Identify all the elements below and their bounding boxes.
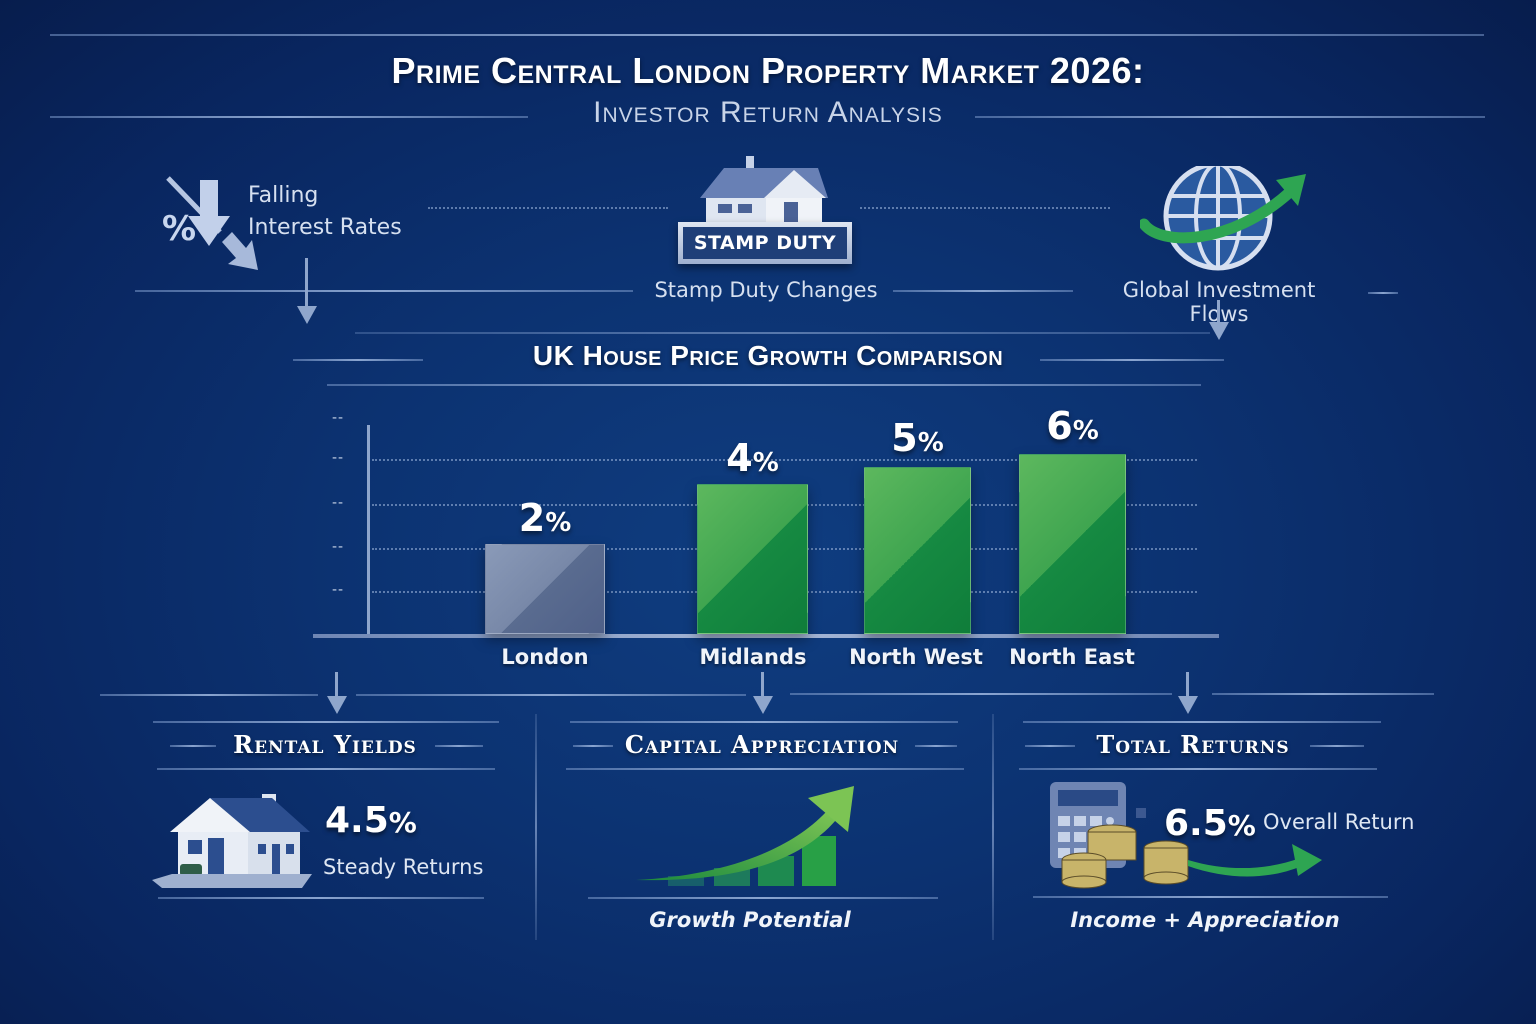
green-return-arrow-icon (1188, 836, 1324, 882)
calculator-coins-icon (1048, 780, 1194, 890)
globe-investment-icon (1138, 161, 1310, 276)
connector-global-stem (1217, 300, 1220, 322)
stamp-duty-rule-right (893, 290, 1073, 292)
connector-capital-arrow-icon (753, 696, 773, 714)
driver-dotted-connector-left (428, 207, 668, 209)
gridline (372, 459, 1197, 461)
subtitle-rule-left (50, 116, 528, 118)
stamp-duty-rule-left (135, 290, 633, 292)
y-tick: -- (332, 450, 345, 466)
header-top-rule (50, 34, 1484, 36)
rental-top-rule (153, 721, 499, 723)
connector-interest-stem (305, 258, 308, 308)
bar-value-north-west: 5% (891, 416, 944, 460)
y-axis (367, 425, 370, 635)
total-returns-title: Total Returns (1096, 730, 1290, 759)
x-axis (313, 634, 1219, 638)
stamp-duty-badge: STAMP DUTY (678, 222, 852, 264)
bar-value-london: 2% (518, 496, 572, 540)
page-subtitle: Investor Return Analysis (593, 96, 943, 129)
rental-title-rule-right (435, 745, 483, 747)
rental-title-underline (157, 768, 495, 770)
bar-london (485, 544, 605, 634)
panels-connector-rule-2 (356, 694, 746, 696)
total-title-rule-left (1025, 745, 1075, 747)
connector-total-arrow-icon (1178, 696, 1198, 714)
connector-global-arrow-icon (1209, 322, 1229, 340)
bar-value-midlands: 4% (726, 436, 779, 480)
rental-title-rule-left (170, 745, 216, 747)
bar-north-west (864, 467, 971, 634)
panels-connector-rule-3 (790, 693, 1172, 695)
chart-title-rule-left (293, 359, 423, 361)
capital-title-rule-left (573, 745, 613, 747)
capital-title-underline (566, 768, 964, 770)
total-title-rule-right (1310, 745, 1364, 747)
connector-rental-arrow-icon (327, 696, 347, 714)
category-label-north-west: North West (849, 645, 983, 669)
category-label-midlands: Midlands (699, 645, 807, 669)
stamp-duty-house-icon (698, 154, 830, 224)
y-tick: -- (332, 410, 345, 426)
bar-midlands (697, 484, 808, 634)
y-tick: -- (332, 539, 345, 555)
capital-caption: Growth Potential (649, 908, 851, 932)
growth-chart-arrow-icon (636, 784, 860, 892)
stamp-duty-badge-text: STAMP DUTY (683, 227, 847, 259)
panels-connector-rule-1 (100, 694, 318, 696)
rental-bottom-rule (158, 897, 484, 899)
page-title: Prime Central London Property Market 202… (391, 50, 1145, 91)
total-return-value: 6.5% (1164, 803, 1256, 844)
falling-interest-rates-icon: % (160, 172, 260, 272)
bar-north-east (1019, 454, 1126, 634)
rental-yields-title: Rental Yields (233, 730, 417, 759)
chart-top-rule (355, 332, 1210, 334)
connector-capital-stem (761, 672, 764, 698)
total-bottom-rule (1033, 896, 1388, 898)
panels-connector-rule-4 (1212, 693, 1434, 695)
driver-stamp-duty-label: Stamp Duty Changes (654, 278, 878, 302)
capital-title-rule-right (915, 745, 957, 747)
total-top-rule (1023, 721, 1381, 723)
chart-title: UK House Price Growth Comparison (532, 340, 1004, 371)
connector-total-stem (1186, 672, 1189, 698)
rental-yield-value: 4.5% (325, 800, 417, 841)
house-icon (152, 792, 318, 888)
connector-rental-stem (335, 672, 338, 698)
y-tick: -- (332, 495, 345, 511)
bar-value-north-east: 6% (1046, 404, 1099, 448)
global-flows-rule-right (1368, 292, 1398, 294)
y-tick: -- (332, 582, 345, 598)
chart-title-underline (327, 384, 1201, 386)
total-title-underline (1019, 768, 1377, 770)
capital-top-rule (570, 721, 958, 723)
driver-dotted-connector-right (860, 207, 1110, 209)
capital-bottom-rule (588, 897, 938, 899)
connector-interest-arrow-icon (297, 306, 317, 324)
total-return-label: Overall Return (1263, 810, 1415, 834)
svg-text:%: % (162, 209, 196, 249)
category-label-north-east: North East (1009, 645, 1135, 669)
total-caption: Income + Appreciation (1070, 908, 1340, 932)
panel-divider-right (992, 714, 994, 940)
driver-interest-rates-label: Falling Interest Rates (248, 183, 402, 240)
capital-appreciation-title: Capital Appreciation (624, 730, 900, 759)
chart-title-rule-right (1040, 359, 1224, 361)
category-label-london: London (501, 645, 589, 669)
rental-yield-caption: Steady Returns (323, 855, 484, 879)
panel-divider-left (535, 714, 537, 940)
subtitle-rule-right (975, 116, 1485, 118)
